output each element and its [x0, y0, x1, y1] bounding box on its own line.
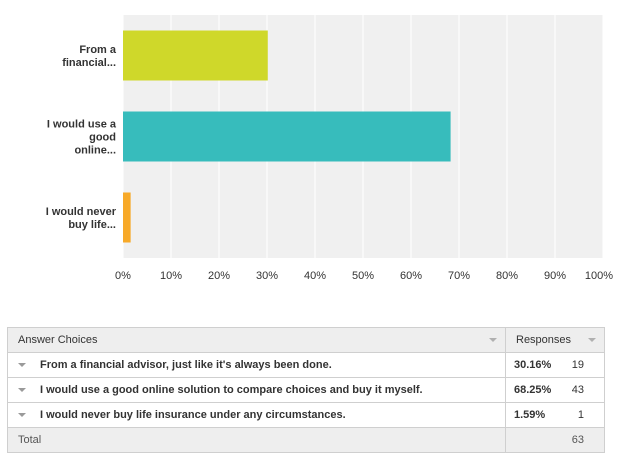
- response-count: 19: [571, 359, 584, 371]
- responses-table: Answer Choices Responses From a financia…: [7, 327, 605, 453]
- x-axis-ticks: 0% 10% 20% 30% 40% 50% 60% 70% 80% 90% 100%: [115, 270, 613, 282]
- category-label: I would never buy life...: [46, 206, 117, 231]
- x-tick-label: 70%: [448, 270, 470, 282]
- x-tick-label: 100%: [585, 270, 613, 282]
- x-tick-label: 90%: [544, 270, 566, 282]
- response-percent: 30.16%: [514, 359, 552, 371]
- bar[interactable]: [123, 30, 268, 81]
- response-count: 43: [571, 384, 584, 396]
- x-tick-label: 0%: [115, 270, 131, 282]
- sort-caret-icon[interactable]: [588, 338, 596, 342]
- choice-text: From a financial advisor, just like it's…: [40, 359, 332, 371]
- x-tick-label: 80%: [496, 270, 518, 282]
- response-percent: 68.25%: [514, 384, 552, 396]
- total-label: Total: [7, 427, 506, 453]
- expand-caret-icon[interactable]: [18, 363, 26, 367]
- total-count: 63: [505, 427, 605, 453]
- expand-caret-icon[interactable]: [18, 388, 26, 392]
- category-label: I would use a good online...: [47, 119, 117, 157]
- response-cell: 1.59% 1: [505, 402, 605, 428]
- bar[interactable]: [123, 192, 131, 243]
- bar[interactable]: [123, 111, 451, 162]
- answer-choices-header-label: Answer Choices: [18, 334, 98, 346]
- response-cell: 68.25% 43: [505, 377, 605, 403]
- choice-text: I would use a good online solution to co…: [40, 384, 423, 396]
- table-row: From a financial advisor, just like it's…: [7, 352, 605, 378]
- x-tick-label: 40%: [304, 270, 326, 282]
- x-tick-label: 20%: [208, 270, 230, 282]
- table-row: I would use a good online solution to co…: [7, 377, 605, 403]
- expand-caret-icon[interactable]: [18, 413, 26, 417]
- category-label: From a financial...: [62, 44, 117, 69]
- sort-caret-icon[interactable]: [489, 338, 497, 342]
- choice-cell: I would never buy life insurance under a…: [7, 402, 506, 428]
- total-row: Total 63: [7, 427, 605, 453]
- choice-text: I would never buy life insurance under a…: [40, 409, 346, 421]
- answer-choices-header[interactable]: Answer Choices: [7, 327, 506, 353]
- bars: [123, 30, 451, 243]
- bar-chart: From a financial... I would use a good onlin…: [46, 15, 613, 282]
- response-count: 1: [577, 409, 584, 421]
- choice-cell: I would use a good online solution to co…: [7, 377, 506, 403]
- x-tick-label: 30%: [256, 270, 278, 282]
- category-labels: From a financial... I would use a good onlin…: [46, 44, 117, 231]
- x-tick-label: 50%: [352, 270, 374, 282]
- responses-header[interactable]: Responses: [505, 327, 605, 353]
- choice-cell: From a financial advisor, just like it's…: [7, 352, 506, 378]
- x-tick-label: 60%: [400, 270, 422, 282]
- response-percent: 1.59%: [514, 409, 546, 421]
- responses-header-label: Responses: [516, 334, 572, 346]
- response-cell: 30.16% 19: [505, 352, 605, 378]
- x-tick-label: 10%: [160, 270, 182, 282]
- table-row: I would never buy life insurance under a…: [7, 402, 605, 428]
